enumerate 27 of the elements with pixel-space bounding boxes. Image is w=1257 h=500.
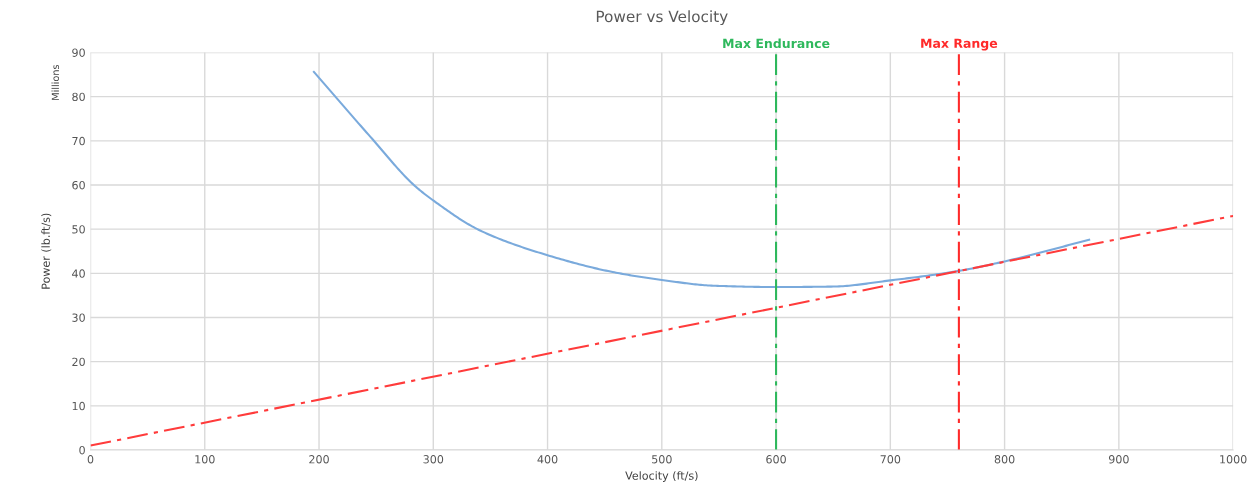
- x-tick-label: 200: [309, 455, 329, 464]
- y-tick-label: 50: [72, 225, 85, 234]
- x-tick-label: 800: [994, 455, 1015, 464]
- y-tick-label: 70: [72, 136, 85, 146]
- y-tick-label: 10: [72, 401, 85, 411]
- x-axis-title: Velocity (ft/s): [625, 471, 698, 482]
- x-tick-label: 300: [423, 455, 444, 464]
- x-tick-label: 0: [87, 455, 94, 464]
- x-tick-label: 100: [195, 455, 215, 464]
- y-axis-title: Power (lb.ft/s): [41, 213, 52, 289]
- chart-title: Power vs Velocity: [596, 10, 728, 26]
- text: Millions: [51, 64, 60, 100]
- x-tick-label: 700: [880, 455, 901, 464]
- y-tick-label: 0: [79, 445, 85, 455]
- y-tick-label: 40: [72, 269, 85, 278]
- y-tick-label: 30: [72, 313, 85, 322]
- ref-line-label: Max Endurance: [723, 38, 830, 49]
- y-tick-label: 80: [72, 92, 85, 102]
- ref-line-label: Max Range: [921, 38, 998, 51]
- y-tick-label: 20: [72, 357, 85, 367]
- y-tick-label: 90: [72, 48, 85, 57]
- x-tick-label: 1000: [1220, 455, 1247, 464]
- x-tick-label: 600: [766, 455, 786, 464]
- x-tick-label: 500: [652, 455, 672, 464]
- x-tick-label: 400: [537, 455, 558, 464]
- x-tick-label: 900: [1108, 455, 1129, 464]
- y-tick-label: 60: [72, 180, 85, 190]
